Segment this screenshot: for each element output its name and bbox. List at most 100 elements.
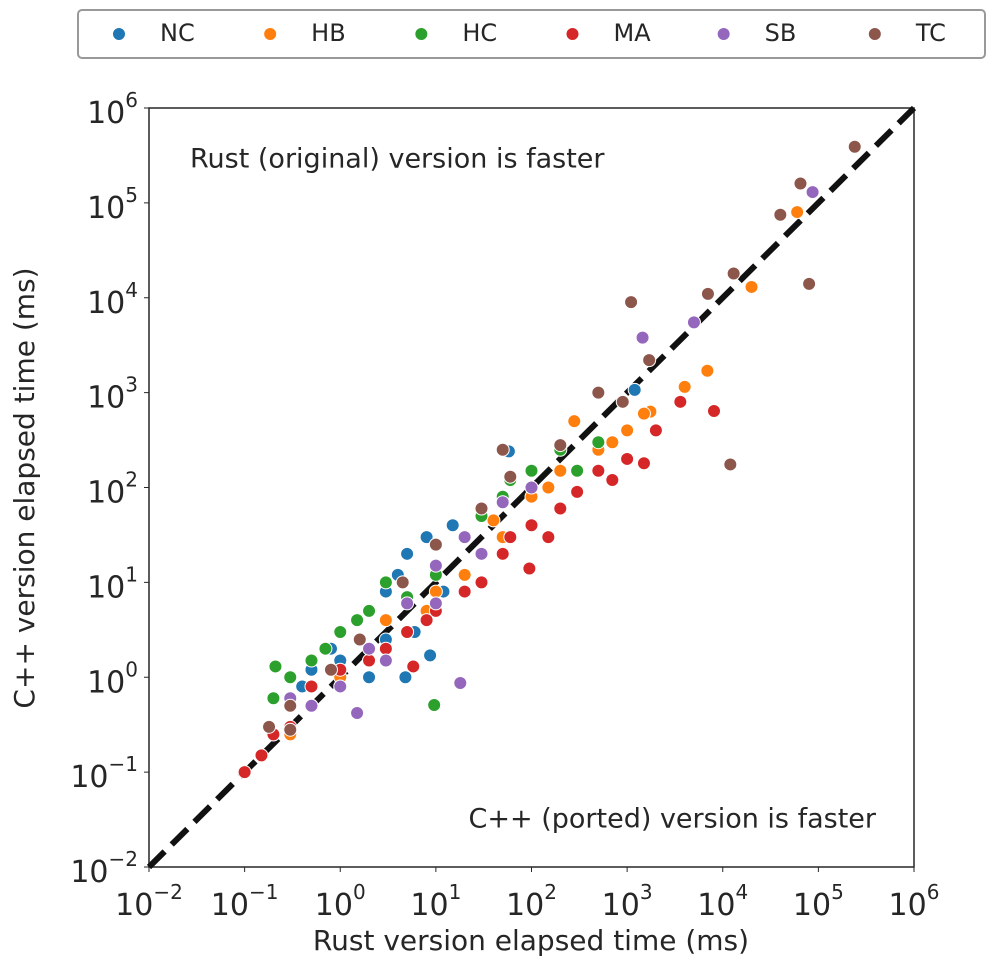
point (266, 691, 281, 706)
x-tick-label: 104 (697, 880, 748, 923)
legend-marker (867, 27, 882, 41)
point (541, 480, 556, 495)
y-tick-label: 100 (87, 657, 138, 700)
point (605, 435, 620, 450)
point (428, 584, 443, 599)
y-tick-label: 102 (87, 467, 138, 510)
point (378, 653, 393, 668)
point (627, 382, 642, 397)
point (636, 456, 651, 471)
legend-marker (263, 27, 278, 41)
point (793, 176, 808, 191)
point (457, 567, 472, 582)
point (486, 513, 501, 528)
point (553, 463, 568, 478)
point (522, 561, 537, 576)
point (304, 679, 319, 694)
legend-marker (112, 27, 126, 41)
point (567, 414, 582, 429)
point (262, 719, 277, 734)
point (620, 423, 635, 438)
point (553, 501, 568, 516)
legend-label: HC (462, 19, 497, 47)
x-tick-label: 10−1 (211, 880, 279, 923)
legend-marker (565, 27, 580, 41)
point (333, 624, 348, 639)
point (648, 423, 663, 438)
point (620, 451, 635, 466)
point (378, 613, 393, 628)
point (378, 575, 393, 590)
point (474, 501, 489, 516)
point (802, 276, 817, 291)
x-tick-label: 10−2 (115, 880, 183, 923)
y-tick-label: 105 (87, 182, 138, 225)
x-tick-label: 105 (793, 880, 844, 923)
point (453, 675, 468, 690)
point (773, 207, 788, 222)
point (445, 518, 460, 533)
point (428, 558, 443, 573)
point (395, 575, 410, 590)
point (352, 632, 367, 647)
y-axis-label: C++ version elapsed time (ms) (8, 267, 41, 708)
point (400, 596, 415, 611)
point (524, 518, 539, 533)
point (723, 457, 738, 472)
point (790, 205, 805, 220)
legend-box (77, 9, 986, 59)
point (362, 653, 377, 668)
point (635, 330, 650, 345)
point (636, 406, 651, 421)
y-tick-label: 103 (87, 372, 138, 415)
point (398, 670, 413, 685)
x-tick-label: 102 (506, 880, 557, 923)
point (624, 295, 639, 310)
point (304, 653, 319, 668)
point (805, 185, 820, 200)
point (362, 670, 377, 685)
x-tick-label: 103 (602, 880, 653, 923)
annotation: C++ (ported) version is faster (469, 804, 877, 835)
point (495, 546, 510, 561)
point (423, 648, 438, 663)
y-tick-label: 10−2 (70, 847, 138, 890)
point (427, 697, 442, 712)
legend-marker (414, 27, 429, 41)
point (726, 266, 741, 281)
legend-label: HB (311, 19, 346, 47)
point (428, 537, 443, 552)
x-tick-label: 106 (889, 880, 940, 923)
point (495, 442, 510, 457)
point (570, 484, 585, 499)
point (541, 530, 556, 545)
point (673, 394, 688, 409)
point (677, 379, 692, 394)
legend-marker (716, 27, 731, 41)
point (591, 435, 606, 450)
point (283, 670, 298, 685)
point (428, 596, 443, 611)
point (591, 385, 606, 400)
point (524, 463, 539, 478)
point (406, 659, 421, 674)
y-tick-label: 101 (87, 562, 138, 605)
point (283, 698, 298, 713)
point (591, 463, 606, 478)
point (362, 641, 377, 656)
point (503, 469, 518, 484)
x-tick-label: 100 (315, 880, 366, 923)
point (615, 394, 630, 409)
point (642, 353, 657, 368)
point (700, 363, 715, 378)
point (457, 530, 472, 545)
point (318, 641, 333, 656)
point (503, 530, 518, 545)
point (744, 279, 759, 294)
point (553, 438, 568, 453)
point (237, 765, 252, 780)
legend-label: SB (765, 19, 797, 47)
point (283, 722, 298, 737)
